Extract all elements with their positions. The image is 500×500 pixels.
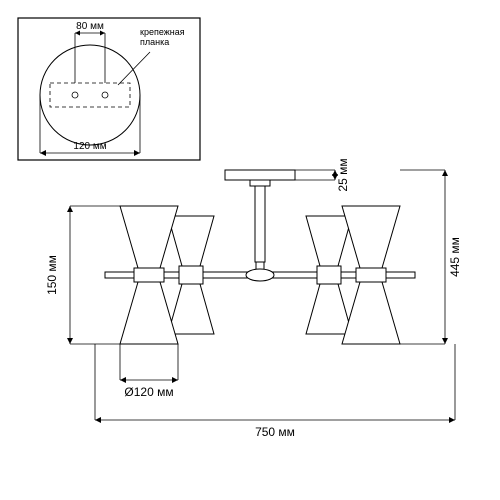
plate-label-line1: крепежная [140,27,185,37]
dimension-label: 150 мм [45,255,59,295]
plate-label-line2: планка [140,37,169,47]
dimension-label: Ø120 мм [124,385,173,399]
dimension-label: 120 мм [73,141,106,152]
dimension-label: 750 мм [255,425,295,439]
dimension-label: 80 мм [76,21,104,32]
dimension-label: 445 мм [448,237,462,277]
center-joint [246,269,274,281]
technical-drawing: 80 мм 120 мм крепежнаяпланка 25 мм 445 мм 150… [0,0,500,500]
dimension-label: 25 мм [336,158,350,191]
